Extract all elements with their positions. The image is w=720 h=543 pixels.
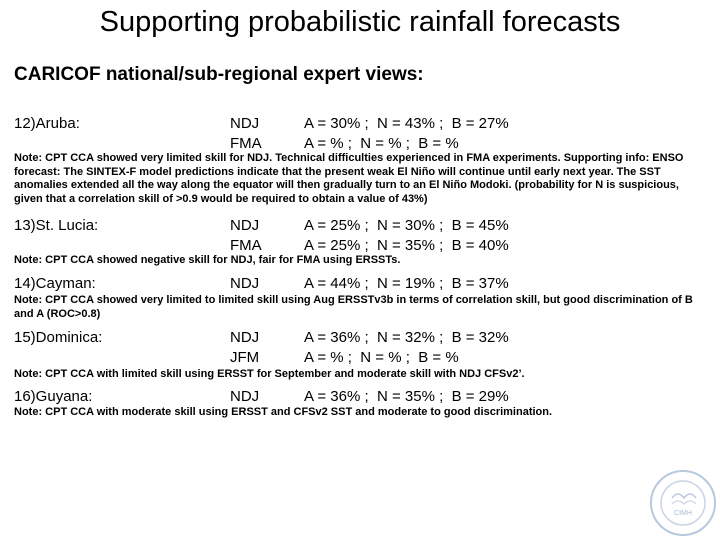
probability-values: A = 30% ; N = 43% ; B = 27% <box>304 115 509 132</box>
section-subtitle: CARICOF national/sub-regional expert vie… <box>14 64 424 85</box>
probability-values: A = % ; N = % ; B = % <box>304 349 459 366</box>
forecast-row: 16)Guyana: NDJ A = 36% ; N = 35% ; B = 2… <box>14 387 714 407</box>
season-label: FMA <box>230 135 262 152</box>
country-label: 12)Aruba: <box>14 115 80 132</box>
forecast-row: JFM A = % ; N = % ; B = % <box>14 348 714 368</box>
season-label: NDJ <box>230 329 260 346</box>
probability-values: A = 36% ; N = 32% ; B = 32% <box>304 329 509 346</box>
forecast-row: 12)Aruba: NDJ A = 30% ; N = 43% ; B = 27… <box>14 114 714 134</box>
probability-values: A = 36% ; N = 35% ; B = 29% <box>304 388 509 405</box>
forecast-row: 13)St. Lucia: NDJ A = 25% ; N = 30% ; B … <box>14 216 714 236</box>
forecast-row: FMA A = % ; N = % ; B = % <box>14 134 714 154</box>
forecast-entry-cayman: 14)Cayman: NDJ A = 44% ; N = 19% ; B = 3… <box>14 274 714 294</box>
season-label: NDJ <box>230 388 260 405</box>
forecast-entry-guyana: 16)Guyana: NDJ A = 36% ; N = 35% ; B = 2… <box>14 387 714 407</box>
season-label: NDJ <box>230 115 260 132</box>
country-label: 14)Cayman: <box>14 275 96 292</box>
season-label: NDJ <box>230 275 260 292</box>
season-label: NDJ <box>230 217 260 234</box>
forecast-row: 14)Cayman: NDJ A = 44% ; N = 19% ; B = 3… <box>14 274 714 294</box>
probability-values: A = 44% ; N = 19% ; B = 37% <box>304 275 509 292</box>
season-label: FMA <box>230 237 262 254</box>
probability-values: A = 25% ; N = 35% ; B = 40% <box>304 237 509 254</box>
season-label: JFM <box>230 349 260 366</box>
note-aruba: Note: CPT CCA showed very limited skill … <box>14 152 684 205</box>
forecast-entry-dominica: 15)Dominica: NDJ A = 36% ; N = 32% ; B =… <box>14 328 714 368</box>
forecast-row: FMA A = 25% ; N = 35% ; B = 40% <box>14 236 714 256</box>
cimh-seal-icon: CIMH <box>650 470 716 536</box>
logo-text: CIMH <box>674 510 692 517</box>
forecast-entry-aruba: 12)Aruba: NDJ A = 30% ; N = 43% ; B = 27… <box>14 114 714 154</box>
note-cayman: Note: CPT CCA showed very limited to lim… <box>14 294 693 320</box>
country-label: 13)St. Lucia: <box>14 217 99 234</box>
country-label: 16)Guyana: <box>14 388 93 405</box>
forecast-row: 15)Dominica: NDJ A = 36% ; N = 32% ; B =… <box>14 328 714 348</box>
note-guyana: Note: CPT CCA with moderate skill using … <box>14 406 553 418</box>
cimh-logo: CIMH <box>648 468 718 538</box>
note-st-lucia: Note: CPT CCA showed negative skill for … <box>14 254 401 266</box>
forecast-entry-st-lucia: 13)St. Lucia: NDJ A = 25% ; N = 30% ; B … <box>14 216 714 256</box>
country-label: 15)Dominica: <box>14 329 103 346</box>
page-title: Supporting probabilistic rainfall foreca… <box>99 6 621 38</box>
note-dominica: Note: CPT CCA with limited skill using E… <box>14 368 525 380</box>
probability-values: A = 25% ; N = 30% ; B = 45% <box>304 217 509 234</box>
probability-values: A = % ; N = % ; B = % <box>304 135 459 152</box>
